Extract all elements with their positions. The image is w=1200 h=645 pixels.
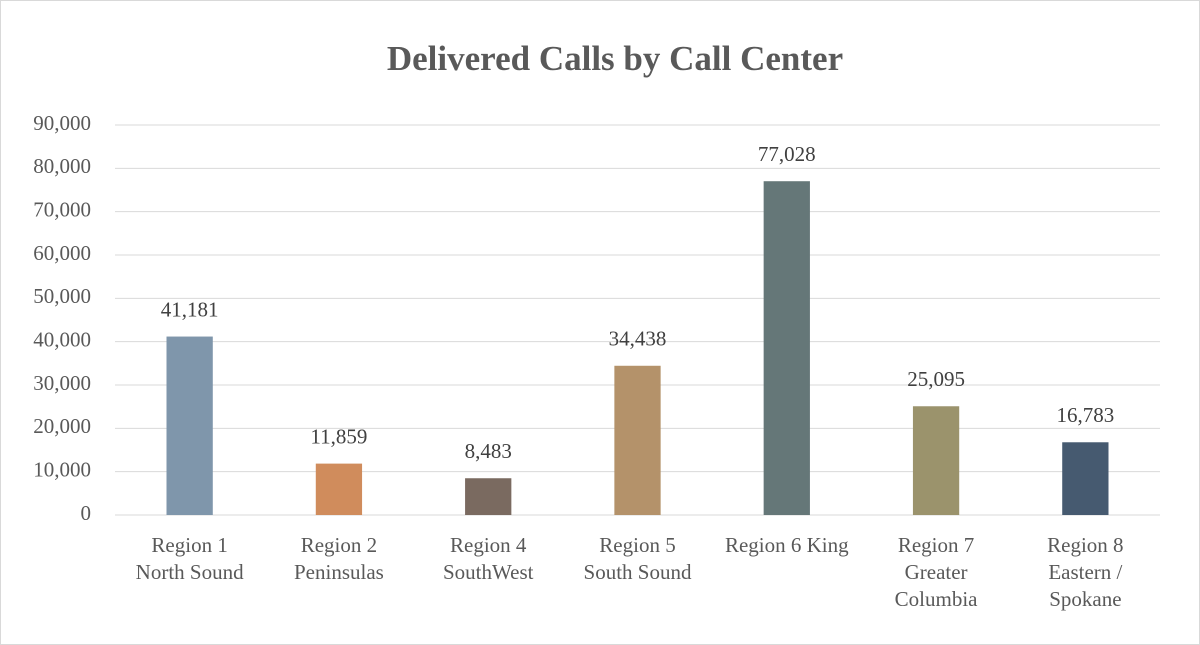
bar [763, 181, 810, 515]
data-label: 25,095 [907, 367, 965, 391]
y-tick-label: 40,000 [33, 327, 91, 351]
x-tick-label: South Sound [584, 560, 692, 584]
data-label: 41,181 [161, 297, 219, 321]
bar [1062, 442, 1109, 515]
x-tick-label: North Sound [136, 560, 244, 584]
y-tick-label: 50,000 [33, 284, 91, 308]
x-tick-label: Region 5 [599, 533, 675, 557]
x-tick-label: Eastern / [1048, 560, 1122, 584]
bar [614, 365, 661, 515]
x-tick-label: Peninsulas [294, 560, 384, 584]
x-tick-label: Region 8 [1047, 533, 1123, 557]
x-tick-label: SouthWest [443, 560, 534, 584]
x-tick-label: Region 4 [450, 533, 527, 557]
x-tick-label: Columbia [895, 587, 979, 611]
bar [465, 478, 512, 515]
x-tick-label: Region 6 King [725, 533, 849, 557]
x-tick-label: Region 2 [301, 533, 377, 557]
x-tick-label: Region 1 [151, 533, 227, 557]
bar [912, 406, 960, 515]
data-label: 34,438 [609, 327, 667, 351]
bar [166, 336, 213, 515]
y-tick-label: 80,000 [33, 154, 91, 178]
bar [315, 463, 363, 515]
chart-title: Delivered Calls by Call Center [387, 39, 843, 78]
x-tick-label: Spokane [1049, 587, 1121, 611]
data-label: 8,483 [465, 439, 512, 463]
y-tick-label: 30,000 [33, 371, 91, 395]
data-label: 16,783 [1056, 403, 1114, 427]
y-tick-label: 90,000 [33, 111, 91, 135]
x-tick-label: Greater [905, 560, 968, 584]
data-label: 77,028 [758, 142, 816, 166]
y-tick-label: 20,000 [33, 414, 91, 438]
y-tick-label: 10,000 [33, 457, 91, 481]
x-tick-label: Region 7 [898, 533, 974, 557]
y-tick-label: 60,000 [33, 241, 91, 265]
data-label: 11,859 [310, 424, 367, 448]
y-tick-label: 70,000 [33, 197, 91, 221]
y-tick-label: 0 [81, 501, 92, 525]
